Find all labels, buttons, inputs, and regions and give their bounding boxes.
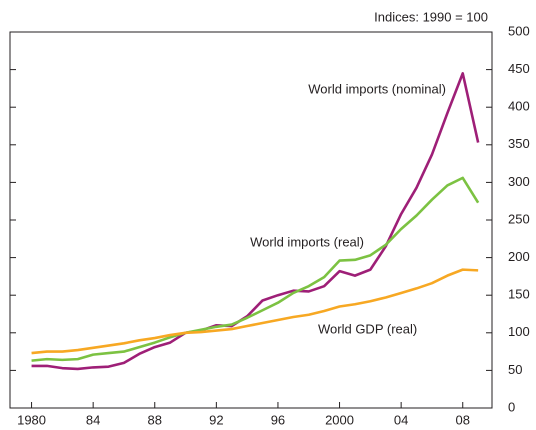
y-tick-label: 150 <box>508 287 530 302</box>
y-tick-label: 100 <box>508 324 530 339</box>
y-tick-label: 400 <box>508 99 530 114</box>
chart-subtitle: Indices: 1990 = 100 <box>374 9 488 24</box>
series-line <box>31 176 480 362</box>
y-tick-label: 450 <box>508 61 530 76</box>
x-tick-label: 2000 <box>325 412 354 427</box>
x-tick-label: 1980 <box>17 412 46 427</box>
series-line <box>31 268 479 355</box>
series-label: World GDP (real) <box>318 321 417 336</box>
y-tick-label: 500 <box>508 23 530 38</box>
series-label: World imports (nominal) <box>308 81 446 96</box>
x-tick-label: 96 <box>271 412 285 427</box>
y-tick-label: 250 <box>508 211 530 226</box>
x-tick-label: 84 <box>86 412 100 427</box>
x-tick-label: 08 <box>456 412 470 427</box>
y-tick-label: 200 <box>508 249 530 264</box>
y-tick-label: 350 <box>508 136 530 151</box>
x-tick-label: 92 <box>209 412 223 427</box>
series-line <box>31 72 480 371</box>
series-label: World imports (real) <box>250 234 364 249</box>
y-tick-label: 300 <box>508 174 530 189</box>
x-tick-label: 04 <box>394 412 408 427</box>
x-tick-label: 88 <box>148 412 162 427</box>
y-tick-label: 0 <box>508 399 515 414</box>
y-tick-label: 50 <box>508 362 522 377</box>
